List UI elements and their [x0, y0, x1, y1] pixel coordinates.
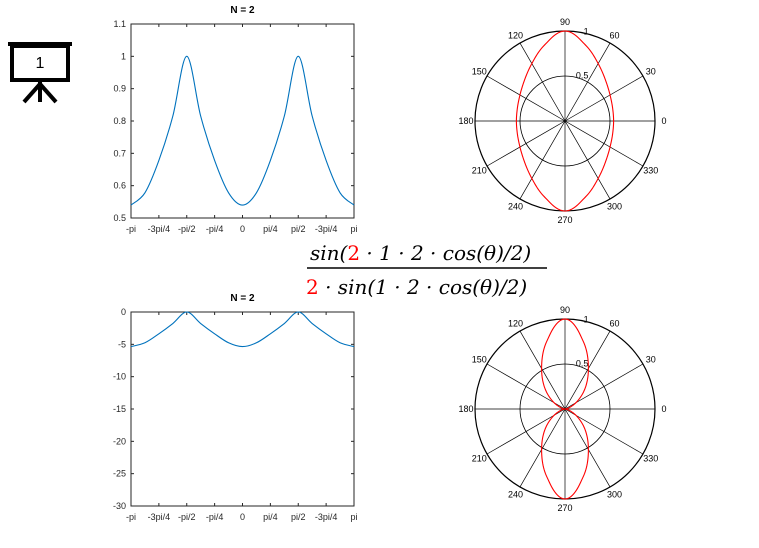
- polar-spoke: [519, 408, 566, 488]
- polar-spoke: [564, 330, 611, 410]
- polar-angle-label: 210: [472, 454, 487, 464]
- polar-spoke: [486, 363, 566, 410]
- x-tick-label: -3pi/4: [315, 224, 338, 234]
- polar-angle-label: 120: [508, 30, 523, 40]
- polar-spoke: [519, 330, 566, 410]
- x-tick-label: -pi: [126, 224, 136, 234]
- plot-area: [130, 311, 355, 507]
- y-tick-label: -30: [113, 501, 126, 511]
- polar-angle-label: 240: [508, 202, 523, 212]
- polar-angle-label: 330: [643, 166, 658, 176]
- formula-denominator: 2 · sin(1 · 2 · cos(θ)/2): [306, 275, 527, 299]
- polar-angle-label: 180: [458, 404, 473, 414]
- polar-pattern-line: [541, 318, 589, 500]
- polar-angle-label: 0: [661, 116, 666, 126]
- chart-title: N = 2: [230, 293, 255, 304]
- x-tick-label: 0: [240, 224, 245, 234]
- x-tick-label: 0: [240, 512, 245, 522]
- y-tick-label: 1.1: [113, 19, 126, 29]
- polar-spoke: [564, 408, 644, 455]
- y-tick-label: 0.7: [113, 148, 126, 158]
- x-tick-label: pi: [350, 224, 357, 234]
- polar-spoke: [519, 42, 566, 122]
- polar-angle-label: 300: [607, 490, 622, 500]
- polar-spoke: [519, 120, 566, 200]
- polar-angle-label: 210: [472, 166, 487, 176]
- x-tick-label: pi/4: [263, 224, 278, 234]
- polar-angle-label: 300: [607, 202, 622, 212]
- x-tick-label: pi/2: [291, 512, 306, 522]
- plot-area: [130, 23, 355, 219]
- x-tick-label: -pi: [126, 512, 136, 522]
- y-tick-label: 1: [121, 51, 126, 61]
- formula-numerator-n: 2: [347, 241, 360, 265]
- polar-angle-label: 60: [609, 318, 619, 328]
- polar-spoke: [564, 120, 644, 167]
- polar-angle-label: 30: [646, 355, 656, 365]
- polar-angle-label: 240: [508, 490, 523, 500]
- polar-angle-label: 270: [557, 503, 572, 513]
- y-tick-label: -5: [118, 339, 126, 349]
- polar-angle-label: 0: [661, 404, 666, 414]
- polar-angle-label: 180: [458, 116, 473, 126]
- series-line: [130, 55, 355, 206]
- badge-number: 1: [36, 55, 45, 72]
- series-line: [130, 311, 355, 348]
- y-tick-label: 0.5: [113, 213, 126, 223]
- x-tick-label: pi/4: [263, 512, 278, 522]
- polar-radius-label: 1: [584, 26, 589, 36]
- x-tick-label: pi: [350, 512, 357, 522]
- y-tick-label: 0: [121, 307, 126, 317]
- linear-pattern-chart: N = 2 -pi -3pi/4 -pi/2 -pi/4 0 pi/4 pi/2 -3pi/4 p…: [113, 5, 357, 234]
- y-tick-label: -15: [113, 404, 126, 414]
- polar-angle-label: 120: [508, 318, 523, 328]
- polar-spoke: [486, 120, 566, 167]
- y-tick-label: 0.9: [113, 84, 126, 94]
- polar-spoke: [564, 408, 611, 488]
- x-tick-label: pi/2: [291, 224, 306, 234]
- db-pattern-chart: N = 2 -pi -3pi/4 -pi/2 -pi/4 0 pi/4 pi/2 -3pi/4 p…: [113, 293, 358, 522]
- x-tick-label: -3pi/4: [315, 512, 338, 522]
- x-tick-label: -pi/2: [178, 224, 196, 234]
- polar-angle-label: 30: [646, 67, 656, 77]
- y-tick-label: 0.8: [113, 116, 126, 126]
- polar-spoke: [486, 408, 566, 455]
- polar-radius-label: 1: [584, 314, 589, 324]
- polar-pattern-line: [515, 30, 615, 212]
- y-tick-label: -10: [113, 372, 126, 382]
- polar-spoke: [564, 42, 611, 122]
- polar-angle-label: 90: [560, 305, 570, 315]
- polar-spoke: [564, 75, 644, 122]
- polar-angle-label: 90: [560, 17, 570, 27]
- chart-title: N = 2: [230, 5, 255, 16]
- x-tick-label: -pi/4: [206, 224, 224, 234]
- linear-polar-pattern-chart: 0.5 1 0 30 60 90 120 150 180 210 240 270 300 330: [458, 17, 666, 225]
- polar-radius-label: 0.5: [576, 359, 589, 369]
- y-tick-label: -25: [113, 469, 126, 479]
- polar-spoke: [486, 75, 566, 122]
- polar-angle-label: 60: [609, 30, 619, 40]
- presentation-board-icon: 1: [8, 42, 72, 104]
- x-tick-label: -pi/4: [206, 512, 224, 522]
- x-tick-label: -3pi/4: [148, 224, 171, 234]
- polar-spoke: [564, 363, 644, 410]
- y-tick-label: 0.6: [113, 181, 126, 191]
- db-polar-pattern-chart: 0.5 1 0 30 60 90 120 150 180 210 240 270 300 330: [458, 305, 666, 513]
- y-tick-label: -20: [113, 436, 126, 446]
- formula-denominator-n: 2: [306, 275, 319, 299]
- polar-spoke: [564, 120, 611, 200]
- x-tick-label: -pi/2: [178, 512, 196, 522]
- polar-radius-label: 0.5: [576, 71, 589, 81]
- polar-angle-label: 150: [472, 355, 487, 365]
- x-tick-label: -3pi/4: [148, 512, 171, 522]
- polar-angle-label: 330: [643, 454, 658, 464]
- polar-angle-label: 150: [472, 67, 487, 77]
- array-factor-formula: sin(2 · 1 · 2 · cos(θ)/2) 2 · sin(1 · 2 …: [306, 241, 547, 299]
- formula-numerator: sin(2 · 1 · 2 · cos(θ)/2): [310, 241, 531, 265]
- polar-angle-label: 270: [557, 215, 572, 225]
